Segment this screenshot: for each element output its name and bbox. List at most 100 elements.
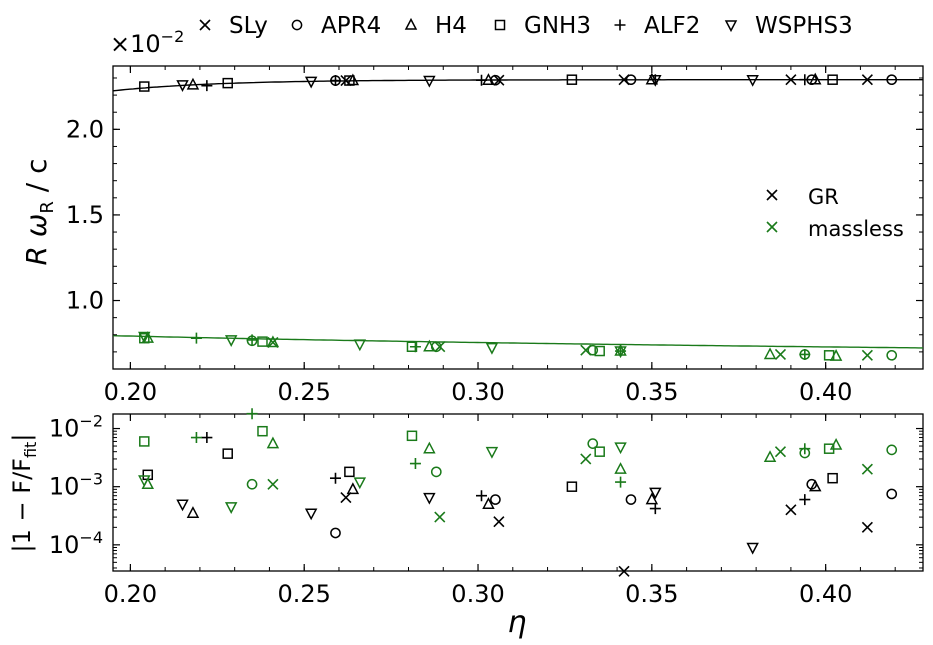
- massless-residual-sly: [267, 478, 279, 490]
- massless-residual-h4: [614, 462, 627, 474]
- massless-point-wsphs3: [224, 335, 238, 348]
- legend-label-massless: massless: [808, 217, 904, 241]
- gr-point-sly: [785, 74, 797, 86]
- gr-residual-apr4: [625, 494, 637, 505]
- legend-marker-alf2: [614, 19, 626, 31]
- massless-residual-apr4: [886, 444, 898, 456]
- gr-residual-apr4: [330, 527, 341, 539]
- gr-point-h4: [346, 73, 360, 86]
- legend-label-gnh3: GNH3: [524, 13, 591, 39]
- massless-residual-alf2: [190, 432, 202, 444]
- massless-residual-wsphs3: [485, 446, 499, 459]
- x-tick-label: 0.35: [625, 580, 678, 608]
- legend-marker-massless: [766, 221, 778, 233]
- gr-point-wsphs3: [176, 80, 189, 92]
- x-tick-label: 0.20: [104, 580, 157, 608]
- massless-point-h4: [763, 347, 777, 360]
- legend-marker-gnh3: [494, 19, 506, 31]
- massless-residual-gnh3: [406, 430, 418, 442]
- gr-point-h4: [808, 72, 822, 85]
- top-plot-frame: [112, 65, 924, 370]
- top-panel: 0.20 0.25 0.30 0.35 0.40 1.0 1.5 2.0 GR massless: [66, 65, 924, 406]
- massless-residual-gnh3: [594, 446, 605, 457]
- gr-residual-apr4: [886, 488, 898, 500]
- massless-point-wsphs3: [485, 342, 499, 355]
- gr-point-wsphs3: [746, 74, 759, 87]
- gr-point-alf2: [799, 74, 811, 86]
- gr-residual-sly: [340, 491, 352, 504]
- y-tick-label: 2.0: [66, 115, 104, 143]
- x-axis-label: η: [507, 605, 526, 640]
- gr-residual-sly: [493, 516, 505, 528]
- gr-residual-sly: [785, 504, 797, 516]
- massless-residual-h4: [266, 436, 280, 449]
- massless-residual-apr4: [430, 466, 442, 478]
- massless-residual-gnh3: [139, 436, 150, 447]
- massless-point-sly: [267, 336, 279, 349]
- legend-label-apr4: APR4: [321, 13, 381, 39]
- x-tick-label: 0.30: [451, 580, 504, 608]
- gr-point-gnh3: [222, 77, 233, 89]
- x-tick-label: 0.20: [104, 378, 157, 406]
- x-tick-label: 0.40: [799, 580, 852, 608]
- y-tick-label: 1.5: [66, 201, 104, 229]
- gr-fit-curve: [112, 79, 923, 92]
- massless-residual-apr4: [799, 447, 811, 459]
- x-tick-label: 0.40: [799, 378, 852, 406]
- massless-point-alf2: [190, 332, 202, 344]
- massless-point-alf2: [799, 348, 811, 360]
- x-tick-label: 0.25: [277, 580, 330, 608]
- bottom-y-axis-label: |1 − F/Ffit|: [8, 434, 40, 553]
- gr-residual-wsphs3: [304, 508, 318, 521]
- gr-residual-alf2: [649, 503, 661, 515]
- massless-point-apr4: [799, 349, 811, 360]
- gr-residual-h4: [808, 479, 822, 492]
- eos-legend: SLy APR4 H4 GNH3 ALF2 WSPHS3: [199, 13, 853, 39]
- legend-marker-apr4: [291, 19, 303, 31]
- legend-label-alf2: ALF2: [644, 13, 700, 39]
- x-tick-label: 0.35: [625, 378, 678, 406]
- gr-point-gnh3: [566, 74, 578, 85]
- legend-label-wsphs3: WSPHS3: [755, 13, 853, 39]
- y-tick-label: 1.0: [66, 287, 104, 315]
- gr-residual-gnh3: [566, 481, 578, 492]
- top-y-offset-label: ×10−2: [110, 27, 184, 58]
- massless-residual-wsphs3: [614, 442, 627, 455]
- massless-residual-h4: [763, 450, 777, 463]
- gr-residual-gnh3: [344, 466, 355, 478]
- massless-point-apr4: [587, 344, 599, 356]
- massless-residual-wsphs3: [224, 502, 238, 514]
- massless-residual-h4: [423, 441, 436, 454]
- gr-point-wsphs3: [649, 74, 662, 87]
- massless-residual-gnh3: [257, 425, 268, 437]
- massless-point-sly: [774, 348, 787, 361]
- massless-residual-sly: [861, 463, 873, 475]
- y-tick-label: 10−2: [49, 412, 103, 443]
- massless-point-h4: [266, 335, 280, 348]
- gr-residual-sly: [618, 565, 630, 577]
- massless-point-sly: [434, 341, 446, 353]
- gr-point-gnh3: [139, 81, 150, 92]
- gr-residual-alf2: [799, 494, 811, 506]
- top-y-axis-label: R ωR / c: [20, 159, 58, 266]
- massless-point-alf2: [409, 341, 421, 353]
- gr-residual-wsphs3: [649, 487, 662, 500]
- gr-point-alf2: [201, 80, 213, 92]
- massless-residual-apr4: [587, 438, 599, 449]
- massless-residual-sly: [434, 511, 446, 523]
- massless-point-wsphs3: [353, 339, 367, 352]
- gr-residual-gnh3: [827, 472, 838, 484]
- gr-residual-gnh3: [222, 448, 233, 459]
- massless-residual-h4: [141, 477, 155, 490]
- gr-point-alf2: [329, 75, 341, 87]
- y-tick-label: 10−4: [49, 528, 103, 559]
- massless-point-gnh3: [594, 345, 605, 357]
- gr-residual-wsphs3: [423, 492, 436, 505]
- legend-marker-gr: [766, 189, 778, 201]
- massless-residual-h4: [829, 437, 843, 450]
- y-tick-label: 10−3: [49, 470, 103, 501]
- gr-point-h4: [186, 77, 200, 90]
- gr-residual-h4: [346, 482, 360, 495]
- massless-point-alf2: [246, 334, 258, 346]
